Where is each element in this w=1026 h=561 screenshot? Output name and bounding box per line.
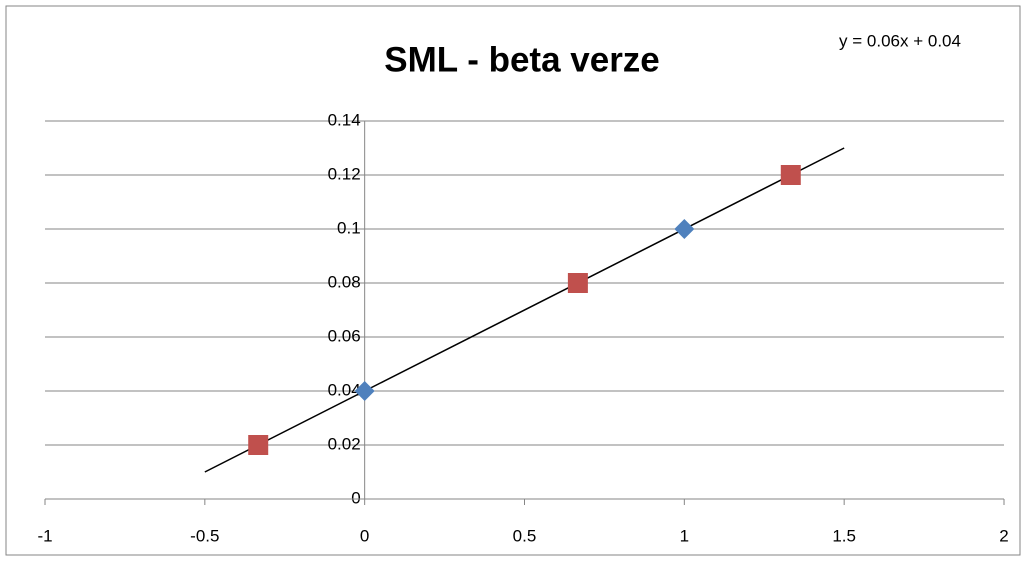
x-tick-label: -0.5 <box>190 526 219 545</box>
chart-title: SML - beta verze <box>384 40 660 79</box>
y-tick-label: 0.12 <box>328 164 361 183</box>
y-tick-label: 0.1 <box>337 218 361 237</box>
x-tick-label: 2 <box>999 526 1008 545</box>
chart-frame <box>5 5 1021 556</box>
y-tick-label: 0.02 <box>328 434 361 453</box>
y-tick-label: 0.08 <box>328 272 361 291</box>
square-marker <box>248 435 269 455</box>
trendline-equation: y = 0.06x + 0.04 <box>839 31 961 50</box>
y-tick-label: 0.14 <box>328 110 361 129</box>
x-tick-label: 0.5 <box>513 526 537 545</box>
y-tick-label: 0.06 <box>328 326 361 345</box>
square-marker <box>780 165 801 185</box>
y-tick-label: 0.04 <box>328 380 361 399</box>
x-tick-label: 1 <box>680 526 689 545</box>
x-tick-label: 0 <box>360 526 369 545</box>
y-tick-label: 0 <box>351 488 360 507</box>
trendline <box>204 147 845 473</box>
square-marker <box>567 273 588 293</box>
x-tick-label: -1 <box>37 526 52 545</box>
diamond-marker <box>674 219 695 239</box>
x-tick-label: 1.5 <box>832 526 856 545</box>
diamond-marker <box>354 381 375 401</box>
